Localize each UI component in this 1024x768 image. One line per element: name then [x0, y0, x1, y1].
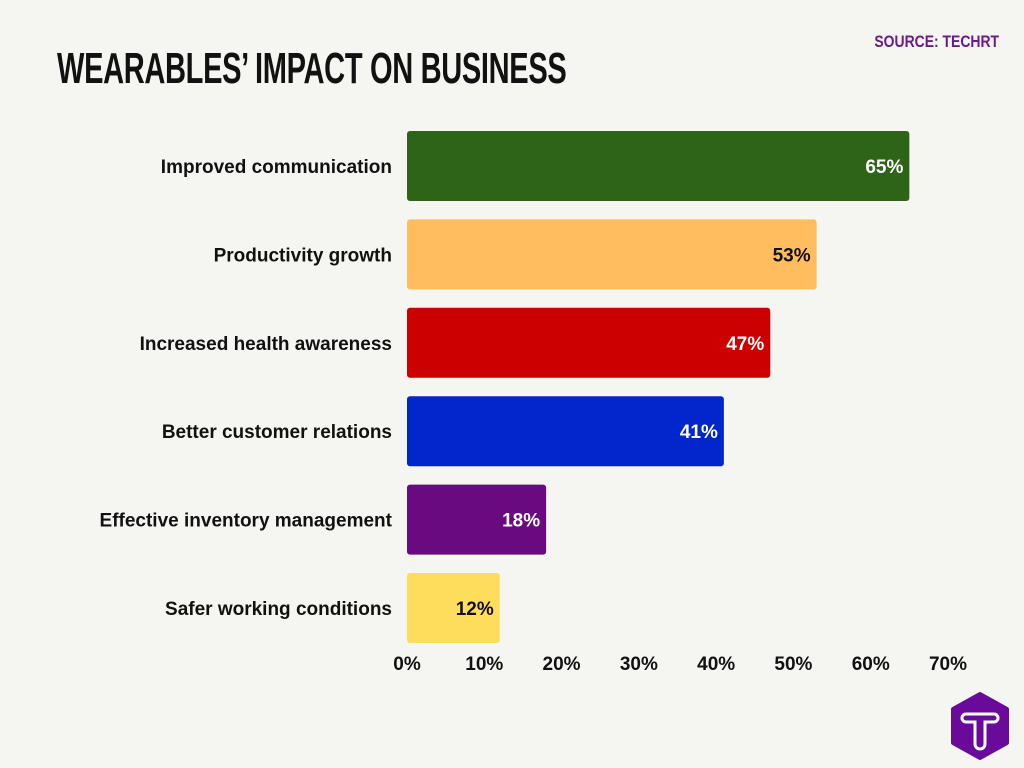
chart-title: WEARABLES’ IMPACT ON BUSINESS — [57, 44, 567, 93]
data-label: 47% — [726, 334, 764, 355]
x-tick-label: 0% — [393, 654, 421, 675]
category-label: Effective inventory management — [100, 511, 393, 532]
bar — [407, 396, 724, 467]
data-label: 41% — [680, 422, 718, 443]
category-label: Safer working conditions — [165, 599, 392, 620]
data-label: 53% — [773, 245, 811, 266]
x-tick-label: 20% — [543, 654, 581, 675]
x-tick-label: 40% — [697, 654, 735, 675]
bar — [407, 131, 910, 201]
x-tick-label: 10% — [465, 654, 503, 675]
category-label: Increased health awareness — [140, 334, 392, 355]
data-label: 18% — [502, 511, 540, 532]
category-label: Productivity growth — [214, 245, 392, 266]
x-tick-label: 50% — [774, 654, 812, 675]
bar — [407, 573, 500, 643]
bar — [407, 219, 817, 290]
x-tick-label: 60% — [852, 654, 890, 675]
bar — [407, 307, 771, 378]
x-tick-label: 70% — [929, 654, 967, 675]
x-tick-label: 30% — [620, 654, 658, 675]
techrt-logo-icon — [951, 692, 1009, 760]
data-label: 12% — [456, 599, 494, 620]
bar — [407, 484, 547, 555]
data-label: 65% — [865, 157, 903, 178]
category-label: Improved communication — [161, 157, 392, 178]
category-label: Better customer relations — [162, 422, 392, 443]
source-label: SOURCE: TECHRT — [874, 32, 999, 51]
